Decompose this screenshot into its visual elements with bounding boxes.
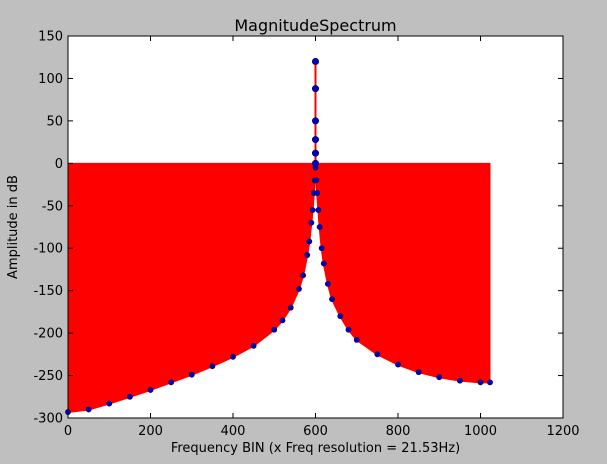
- y-tick-label: -250: [33, 369, 63, 384]
- data-point: [126, 393, 133, 400]
- data-point: [320, 260, 327, 267]
- x-tick-label: 0: [64, 424, 72, 439]
- x-tick-label: 600: [303, 424, 328, 439]
- data-point: [337, 313, 344, 320]
- data-point: [395, 361, 401, 368]
- x-axis-label: Frequency BIN (x Freq resolution = 21.53…: [171, 441, 460, 456]
- data-point: [415, 369, 422, 376]
- data-point: [279, 317, 286, 324]
- data-point: [209, 363, 216, 370]
- data-point: [106, 400, 113, 407]
- x-tick-label: 1200: [546, 424, 579, 439]
- data-point: [308, 219, 315, 226]
- peak-data-point: [311, 117, 319, 125]
- data-point: [318, 245, 325, 252]
- data-point: [314, 190, 321, 196]
- data-point: [487, 379, 493, 386]
- y-tick-label: 100: [38, 72, 63, 87]
- data-point: [147, 387, 154, 393]
- data-point: [309, 207, 316, 213]
- spectrum-line: [67, 167, 490, 414]
- peak-data-point: [311, 57, 319, 65]
- y-tick-label: -200: [33, 327, 63, 342]
- data-point: [230, 353, 236, 360]
- peak-data-point: [311, 136, 319, 144]
- data-point: [353, 337, 360, 343]
- peak-data-point: [311, 159, 319, 167]
- data-point: [324, 280, 331, 287]
- y-tick-label: -300: [33, 412, 63, 427]
- y-tick-label: 0: [55, 157, 63, 172]
- y-tick-label: -150: [33, 284, 63, 299]
- data-point: [287, 304, 294, 311]
- data-point: [456, 377, 463, 384]
- data-point: [329, 296, 335, 303]
- data-point: [296, 286, 302, 292]
- data-point: [304, 252, 311, 258]
- data-point: [316, 224, 323, 230]
- x-tick-label: 1000: [464, 424, 497, 439]
- y-tick-label: 50: [46, 114, 63, 129]
- peak-data-point: [311, 149, 319, 157]
- data-point: [436, 374, 443, 381]
- data-point: [477, 379, 484, 386]
- data-point: [313, 177, 320, 184]
- data-point: [271, 326, 278, 333]
- data-point: [188, 371, 195, 378]
- x-tick-label: 400: [221, 424, 246, 439]
- peak-data-point: [311, 85, 319, 93]
- data-point: [345, 326, 352, 333]
- data-point: [374, 351, 381, 358]
- data-point: [300, 272, 307, 279]
- y-tick-label: -50: [42, 199, 63, 214]
- chart-title: MagnitudeSpectrum: [234, 16, 396, 35]
- x-tick-label: 200: [138, 424, 163, 439]
- y-axis-label: Amplitude in dB: [6, 175, 21, 279]
- data-point: [250, 342, 257, 349]
- data-point: [85, 406, 92, 413]
- data-point: [168, 379, 175, 386]
- y-tick-label: 150: [38, 30, 63, 45]
- data-point: [306, 238, 313, 245]
- y-tick-label: -100: [33, 242, 63, 257]
- x-tick-label: 800: [386, 424, 411, 439]
- data-point: [315, 207, 322, 213]
